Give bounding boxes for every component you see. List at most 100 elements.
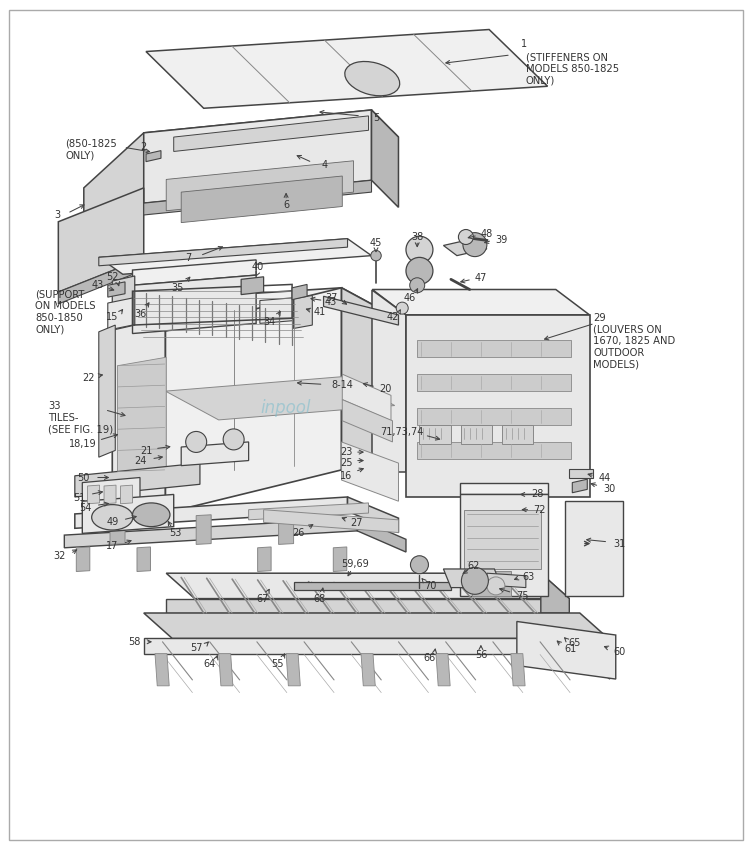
Polygon shape (258, 547, 271, 571)
Polygon shape (181, 442, 249, 466)
Polygon shape (572, 479, 587, 493)
Text: 15: 15 (106, 312, 119, 321)
Polygon shape (144, 180, 371, 215)
Text: 1: 1 (521, 39, 527, 49)
Polygon shape (292, 285, 307, 300)
Polygon shape (278, 515, 293, 544)
Text: 25: 25 (340, 458, 352, 468)
Text: 46: 46 (404, 293, 416, 303)
Circle shape (462, 567, 488, 594)
Polygon shape (99, 239, 347, 266)
Text: 37: 37 (325, 293, 337, 303)
Polygon shape (174, 116, 368, 151)
Text: 17: 17 (106, 541, 119, 551)
Text: 38: 38 (411, 232, 423, 242)
Polygon shape (83, 133, 144, 258)
Text: 40: 40 (251, 263, 264, 273)
Polygon shape (460, 483, 548, 495)
Polygon shape (578, 638, 610, 679)
Text: 3: 3 (54, 210, 61, 220)
Polygon shape (293, 296, 312, 328)
Polygon shape (108, 298, 132, 330)
Text: 68: 68 (314, 593, 326, 604)
Polygon shape (333, 547, 347, 571)
Text: 58: 58 (129, 637, 141, 647)
Text: 56: 56 (475, 650, 487, 660)
Polygon shape (341, 288, 395, 499)
Text: 31: 31 (614, 539, 626, 548)
Text: 22: 22 (82, 372, 95, 382)
Circle shape (411, 556, 429, 574)
Polygon shape (196, 515, 211, 544)
Polygon shape (569, 469, 593, 478)
Text: 30: 30 (604, 484, 616, 494)
Text: 61: 61 (565, 643, 577, 654)
Polygon shape (112, 303, 165, 513)
Polygon shape (241, 277, 264, 295)
Polygon shape (260, 298, 301, 323)
Text: 28: 28 (531, 490, 543, 500)
Text: 43: 43 (91, 280, 104, 290)
Polygon shape (99, 239, 371, 275)
Circle shape (186, 432, 207, 452)
Text: 36: 36 (134, 309, 146, 319)
Polygon shape (372, 290, 406, 472)
Polygon shape (444, 239, 487, 256)
Text: 63: 63 (522, 572, 534, 582)
Polygon shape (165, 288, 341, 513)
Text: 5: 5 (373, 113, 379, 123)
Polygon shape (108, 282, 125, 297)
Text: 67: 67 (256, 593, 268, 604)
Circle shape (459, 230, 474, 245)
Polygon shape (249, 503, 368, 520)
Polygon shape (76, 547, 89, 571)
Polygon shape (417, 408, 571, 425)
Polygon shape (112, 276, 135, 330)
Polygon shape (342, 400, 393, 442)
Circle shape (371, 251, 381, 261)
Polygon shape (59, 258, 144, 304)
Text: 51: 51 (73, 493, 86, 503)
Text: 70: 70 (424, 581, 436, 591)
Polygon shape (146, 150, 161, 162)
Text: 48: 48 (481, 230, 493, 240)
Text: 62: 62 (467, 562, 480, 571)
Circle shape (396, 302, 408, 314)
Polygon shape (165, 377, 395, 420)
Polygon shape (146, 30, 547, 108)
Text: 44: 44 (599, 473, 611, 484)
Polygon shape (465, 510, 541, 569)
Text: 7: 7 (186, 253, 192, 264)
Text: 4: 4 (322, 160, 328, 170)
Polygon shape (565, 502, 623, 596)
Text: 24: 24 (135, 456, 147, 466)
Polygon shape (99, 325, 115, 457)
Text: 47: 47 (475, 274, 487, 284)
Text: 65: 65 (569, 638, 581, 649)
Polygon shape (361, 654, 375, 686)
Polygon shape (181, 176, 342, 223)
Ellipse shape (345, 61, 400, 96)
Text: 18,19: 18,19 (68, 439, 96, 449)
Text: 29
(LOUVERS ON
1670, 1825 AND
OUTDOOR
MODELS): 29 (LOUVERS ON 1670, 1825 AND OUTDOOR MO… (593, 313, 675, 370)
Ellipse shape (132, 503, 170, 527)
Polygon shape (120, 485, 132, 504)
Text: 57: 57 (190, 643, 202, 653)
Circle shape (463, 233, 487, 257)
Text: 32: 32 (53, 552, 66, 561)
Text: 60: 60 (614, 647, 626, 657)
Text: 33
TILES-
(SEE FIG. 19): 33 TILES- (SEE FIG. 19) (48, 401, 113, 434)
Text: 50: 50 (77, 473, 90, 483)
Text: 26: 26 (292, 528, 305, 537)
Polygon shape (74, 497, 347, 529)
Text: 49: 49 (106, 518, 118, 527)
Polygon shape (74, 463, 200, 497)
Polygon shape (541, 573, 569, 613)
Polygon shape (472, 570, 511, 596)
Text: 27: 27 (350, 518, 362, 528)
Polygon shape (357, 518, 406, 552)
Text: 41: 41 (314, 308, 326, 317)
Polygon shape (104, 485, 116, 504)
Polygon shape (219, 654, 233, 686)
Polygon shape (144, 110, 371, 203)
